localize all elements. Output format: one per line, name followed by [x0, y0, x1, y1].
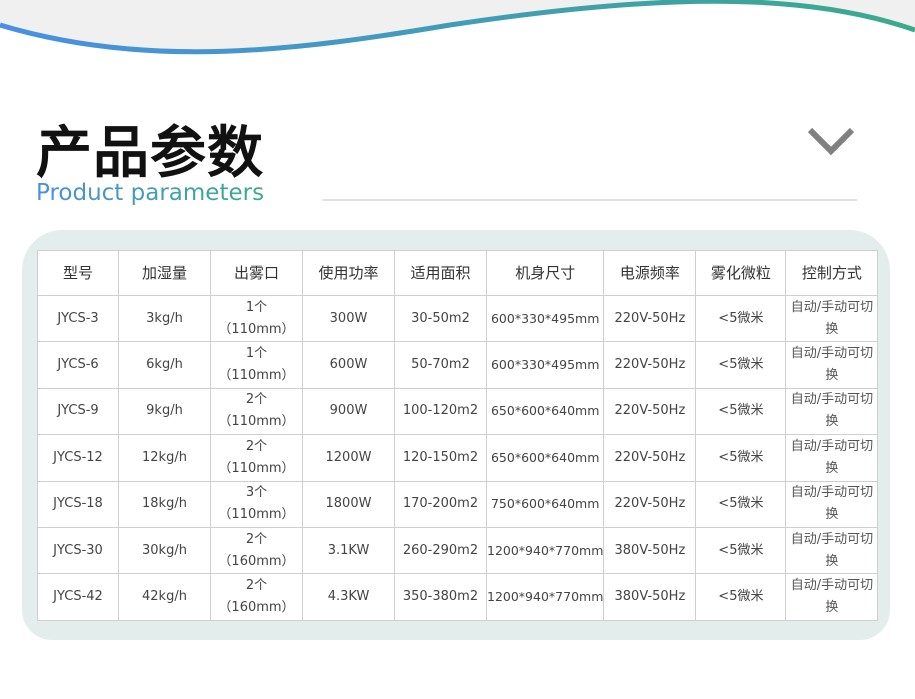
table-cell: <5微米 — [695, 294, 787, 343]
table-cell: <5微米 — [695, 573, 787, 621]
table-cell: 42kg/h — [118, 573, 211, 621]
table-cell: 600*330*495mm — [485, 294, 605, 343]
header-wave-decoration — [0, 0, 915, 55]
column-header: 雾化微粒 — [695, 250, 787, 296]
table-cell: 6kg/h — [118, 341, 211, 389]
table-cell: 3个 （110mm） — [210, 480, 303, 528]
table-cell: 自动/手动可切换 — [785, 573, 879, 621]
table-cell: <5微米 — [695, 387, 787, 436]
table-cell: 120-150m2 — [394, 434, 487, 482]
table-cell: <5微米 — [695, 434, 787, 482]
column-header: 机身尺寸 — [485, 250, 605, 296]
table-cell: 12kg/h — [118, 434, 211, 482]
table-header-row: 型号 加湿量 出雾口 使用功率 适用面积 机身尺寸 电源频率 雾化微粒 控制方式 — [37, 250, 879, 296]
table-cell: 600W — [302, 341, 395, 389]
table-cell: 1800W — [302, 480, 395, 528]
table-row: JYCS-6 6kg/h 1个 （110mm） 600W 50-70m2 600*330*… — [37, 341, 879, 389]
table-cell: JYCS-30 — [37, 526, 119, 575]
column-header: 型号 — [37, 250, 119, 296]
table-cell: 1个 （110mm） — [210, 294, 303, 343]
table-cell: 600*330*495mm — [485, 341, 605, 389]
table-cell: 220V-50Hz — [603, 480, 697, 528]
column-header: 适用面积 — [394, 250, 487, 296]
table-cell: 3.1KW — [302, 526, 395, 575]
table-cell: 1200*940*770mm — [485, 526, 605, 575]
table-cell: 220V-50Hz — [603, 387, 697, 436]
table-cell: <5微米 — [695, 480, 787, 528]
table-cell: 650*600*640mm — [485, 387, 605, 436]
table-cell: JYCS-12 — [37, 434, 119, 482]
table-cell: 9kg/h — [118, 387, 211, 436]
table-cell: 3kg/h — [118, 294, 211, 343]
table-cell: JYCS-42 — [37, 573, 119, 621]
table-cell: <5微米 — [695, 341, 787, 389]
table-cell: 2个 （160mm） — [210, 573, 303, 621]
table-cell: 1200W — [302, 434, 395, 482]
table-row: JYCS-12 12kg/h 2个 （110mm） 1200W 120-150m2 650… — [37, 434, 879, 482]
table-cell: 220V-50Hz — [603, 434, 697, 482]
table-cell: JYCS-3 — [37, 294, 119, 343]
table-cell: 自动/手动可切换 — [785, 294, 879, 343]
table-row: JYCS-18 18kg/h 3个 （110mm） 1800W 170-200m2 750… — [37, 480, 879, 528]
table-cell: 18kg/h — [118, 480, 211, 528]
table-cell: 170-200m2 — [394, 480, 487, 528]
table-cell: 300W — [302, 294, 395, 343]
page-subtitle: Product parameters — [36, 180, 265, 206]
table-cell: 260-290m2 — [394, 526, 487, 575]
column-header: 出雾口 — [210, 250, 303, 296]
table-cell: 900W — [302, 387, 395, 436]
table-cell: 1个 （110mm） — [210, 341, 303, 389]
column-header: 加湿量 — [118, 250, 211, 296]
table-cell: 30kg/h — [118, 526, 211, 575]
table-cell: 100-120m2 — [394, 387, 487, 436]
column-header: 电源频率 — [603, 250, 697, 296]
table-cell: 2个 （160mm） — [210, 526, 303, 575]
table-cell: 50-70m2 — [394, 341, 487, 389]
table-cell: 650*600*640mm — [485, 434, 605, 482]
table-cell: 自动/手动可切换 — [785, 480, 879, 528]
table-cell: 2个 （110mm） — [210, 434, 303, 482]
table-row: JYCS-9 9kg/h 2个 （110mm） 900W 100-120m2 650*60… — [37, 387, 879, 436]
table-cell: JYCS-6 — [37, 341, 119, 389]
table-cell: 自动/手动可切换 — [785, 526, 879, 575]
table-cell: 自动/手动可切换 — [785, 341, 879, 389]
table-cell: 350-380m2 — [394, 573, 487, 621]
table-cell: <5微米 — [695, 526, 787, 575]
divider — [322, 199, 857, 201]
table-cell: 220V-50Hz — [603, 294, 697, 343]
table-cell: 4.3KW — [302, 573, 395, 621]
table-cell: JYCS-18 — [37, 480, 119, 528]
table-cell: 自动/手动可切换 — [785, 387, 879, 436]
parameters-table: 型号 加湿量 出雾口 使用功率 适用面积 机身尺寸 电源频率 雾化微粒 控制方式 JYCS-3 3… — [37, 250, 879, 621]
chevron-down-icon[interactable] — [806, 126, 856, 156]
table-cell: 2个 （110mm） — [210, 387, 303, 436]
page-title: 产品参数 — [36, 121, 264, 186]
table-cell: 1200*940*770mm — [485, 573, 605, 621]
table-cell: 380V-50Hz — [603, 573, 697, 621]
column-header: 控制方式 — [785, 250, 879, 296]
table-row: JYCS-3 3kg/h 1个 （110mm） 300W 30-50m2 600*330*… — [37, 294, 879, 343]
table-cell: 380V-50Hz — [603, 526, 697, 575]
table-cell: 30-50m2 — [394, 294, 487, 343]
table-cell: 220V-50Hz — [603, 341, 697, 389]
table-row: JYCS-42 42kg/h 2个 （160mm） 4.3KW 350-380m2 120… — [37, 573, 879, 621]
table-cell: JYCS-9 — [37, 387, 119, 436]
table-cell: 750*600*640mm — [485, 480, 605, 528]
table-cell: 自动/手动可切换 — [785, 434, 879, 482]
table-row: JYCS-30 30kg/h 2个 （160mm） 3.1KW 260-290m2 120… — [37, 526, 879, 575]
column-header: 使用功率 — [302, 250, 395, 296]
